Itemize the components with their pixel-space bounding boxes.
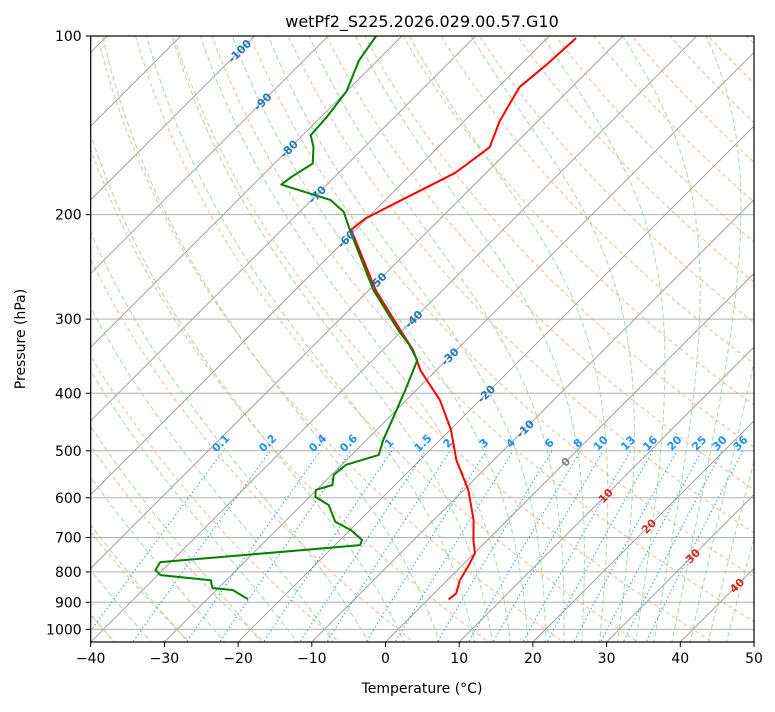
x-tick-label: 30	[598, 651, 616, 667]
y-tick-label: 300	[55, 312, 82, 328]
x-tick-label: −40	[76, 651, 106, 667]
y-tick-label: 500	[55, 444, 82, 460]
x-tick-label: 50	[745, 651, 763, 667]
y-tick-label: 200	[55, 208, 82, 224]
x-tick-label: 20	[524, 651, 542, 667]
y-axis-label: Pressure (hPa)	[13, 289, 29, 389]
y-tick-label: 600	[55, 491, 82, 507]
x-tick-label: 0	[381, 651, 390, 667]
y-tick-label: 400	[55, 386, 82, 402]
isotherm-gridline	[752, 23, 775, 645]
x-tick-label: −30	[150, 651, 180, 667]
x-tick-label: 10	[450, 651, 468, 667]
plot-background	[91, 36, 754, 642]
y-tick-label: 100	[55, 29, 82, 45]
dry-adiabat	[772, 23, 775, 645]
y-tick-label: 1000	[46, 622, 82, 638]
y-tick-label: 800	[55, 565, 82, 581]
y-tick-label: 700	[55, 531, 82, 547]
x-tick-label: −20	[223, 651, 253, 667]
x-tick-label: −10	[297, 651, 327, 667]
y-tick-label: 900	[55, 595, 82, 611]
chart-title: wetPf2_S225.2026.029.00.57.G10	[285, 12, 559, 32]
x-axis-label: Temperature (°C)	[361, 681, 483, 697]
x-tick-label: 40	[671, 651, 689, 667]
